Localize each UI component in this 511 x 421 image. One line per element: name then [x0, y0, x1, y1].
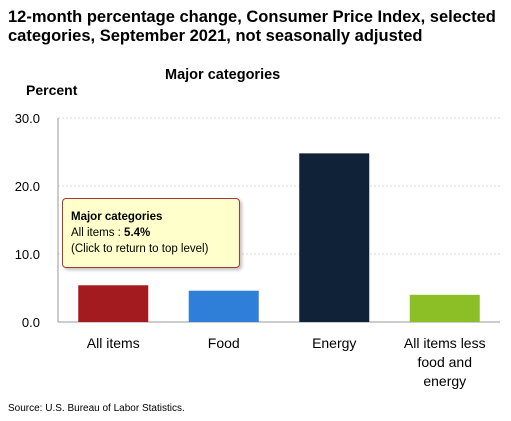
y-tick-label: 30.0: [15, 111, 40, 126]
x-tick-label: Food: [208, 335, 240, 351]
bar-3: [299, 153, 370, 322]
y-tick-label: 10.0: [15, 247, 40, 262]
bar-1: [78, 285, 149, 322]
tooltip-label: All items :: [71, 227, 125, 239]
y-tick-label: 20.0: [15, 179, 40, 194]
source-note: Source: U.S. Bureau of Labor Statistics.: [8, 403, 185, 414]
x-tick-label: All items less food and energy: [404, 335, 486, 389]
tooltip-value: 5.4%: [124, 227, 151, 239]
tooltip-value-line: All items : 5.4%: [71, 225, 231, 241]
chart-subtitle: Major categories: [165, 67, 281, 83]
x-tick-label: Energy: [312, 335, 356, 351]
tooltip-title: Major categories: [71, 211, 163, 223]
bar-2: [188, 290, 259, 322]
x-tick-label: All items: [87, 335, 140, 351]
chart-title: 12-month percentage change, Consumer Pri…: [8, 8, 496, 45]
y-axis-label: Percent: [26, 82, 78, 98]
bar-4: [409, 294, 480, 322]
tooltip: Major categories All items : 5.4% (Click…: [62, 198, 240, 268]
tooltip-hint: (Click to return to top level): [71, 243, 209, 255]
y-tick-label: 0.0: [22, 315, 40, 330]
